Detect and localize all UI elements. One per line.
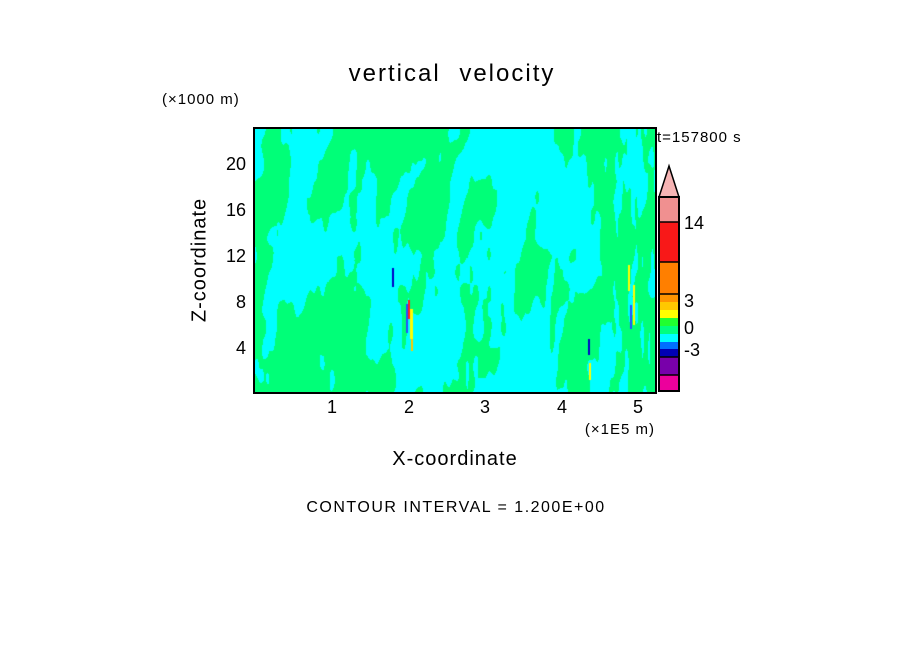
chart-title: vertical velocity xyxy=(348,60,556,87)
time-label: t=157800 s xyxy=(657,129,742,146)
x-tick-label: 3 xyxy=(479,397,491,417)
x-tick-label: 1 xyxy=(326,397,338,417)
x-axis-title: X-coordinate xyxy=(392,448,518,470)
colorbar-label: 0 xyxy=(684,318,695,338)
x-tick-label: 4 xyxy=(556,397,568,417)
y-tick-label: 8 xyxy=(235,292,246,312)
x-tick-label: 5 xyxy=(632,397,644,417)
contour-field-canvas xyxy=(255,129,655,392)
x-tick-label: 2 xyxy=(403,397,415,417)
contour-interval-label: CONTOUR INTERVAL = 1.200E+00 xyxy=(306,499,606,516)
colorbar-label: -3 xyxy=(684,340,701,360)
x-axis-unit-label: (×1E5 m) xyxy=(584,421,655,438)
y-tick-label: 4 xyxy=(235,338,246,358)
y-axis-unit-label: (×1000 m) xyxy=(162,91,240,108)
y-tick-label: 12 xyxy=(225,246,246,266)
y-tick-label: 20 xyxy=(225,154,246,174)
colorbar-label: 3 xyxy=(684,291,695,311)
plot-area xyxy=(253,127,657,394)
y-tick-label: 16 xyxy=(225,200,246,220)
colorbar-label: 14 xyxy=(684,213,705,233)
